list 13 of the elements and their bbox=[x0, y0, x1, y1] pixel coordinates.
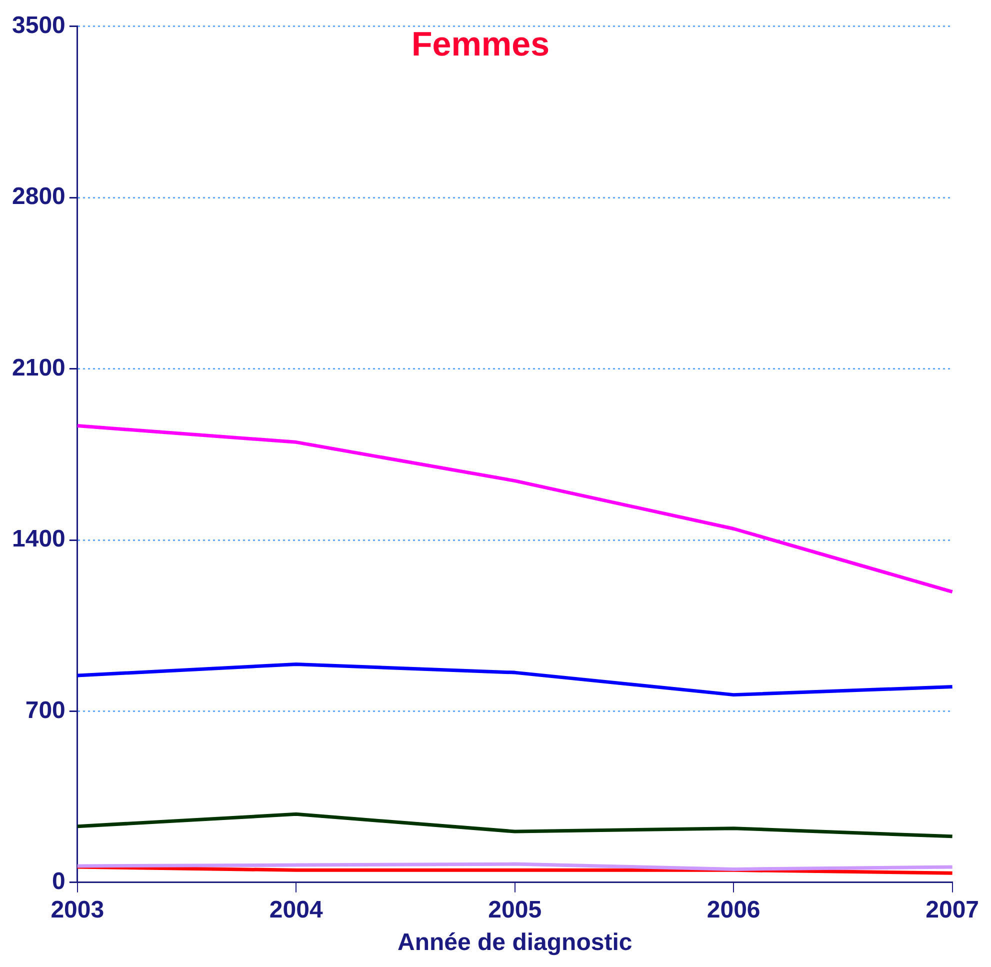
y-tick-label: 0 bbox=[52, 868, 66, 896]
chart-title: Femmes bbox=[412, 25, 550, 64]
y-tick-label: 2100 bbox=[12, 354, 66, 382]
x-tick-label: 2007 bbox=[926, 896, 979, 924]
x-axis-title: Année de diagnostic bbox=[397, 929, 632, 956]
y-tick-label: 2800 bbox=[12, 183, 66, 210]
x-tick-label: 2006 bbox=[706, 896, 760, 924]
x-tick-label: 2003 bbox=[50, 896, 104, 924]
y-tick-label: 3500 bbox=[12, 12, 66, 40]
y-tick-label: 700 bbox=[25, 696, 66, 724]
x-tick-label: 2004 bbox=[269, 896, 324, 924]
y-tick-label: 1400 bbox=[12, 526, 66, 553]
x-tick-label: 2005 bbox=[488, 896, 542, 924]
